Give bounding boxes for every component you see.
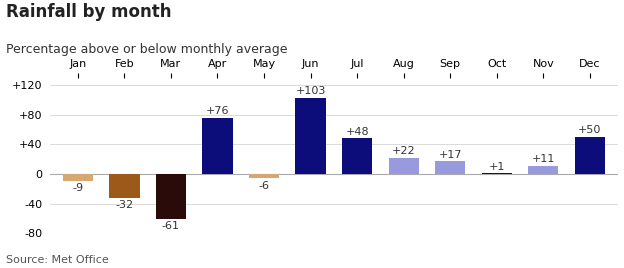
Bar <box>342 138 373 174</box>
Bar <box>482 173 512 174</box>
Bar <box>63 174 93 181</box>
Text: +11: +11 <box>532 154 555 164</box>
Text: +48: +48 <box>345 127 369 137</box>
Text: +50: +50 <box>578 125 602 135</box>
Text: +103: +103 <box>295 86 326 96</box>
Text: -32: -32 <box>115 200 134 210</box>
Text: +17: +17 <box>439 150 462 160</box>
Bar <box>435 161 466 174</box>
Text: Rainfall by month: Rainfall by month <box>6 3 172 21</box>
Bar <box>202 118 233 174</box>
Text: Source: Met Office: Source: Met Office <box>6 255 109 265</box>
Text: +22: +22 <box>392 146 416 156</box>
Text: -9: -9 <box>72 183 84 193</box>
Text: -6: -6 <box>258 181 270 191</box>
Text: +1: +1 <box>489 162 505 172</box>
Bar <box>249 174 279 178</box>
Bar <box>528 166 558 174</box>
Text: -61: -61 <box>162 221 180 231</box>
Text: +76: +76 <box>206 106 229 116</box>
Bar <box>295 98 326 174</box>
Text: Percentage above or below monthly average: Percentage above or below monthly averag… <box>6 43 288 56</box>
Bar <box>575 137 605 174</box>
Bar <box>156 174 186 219</box>
Bar <box>389 158 419 174</box>
Bar <box>109 174 140 198</box>
